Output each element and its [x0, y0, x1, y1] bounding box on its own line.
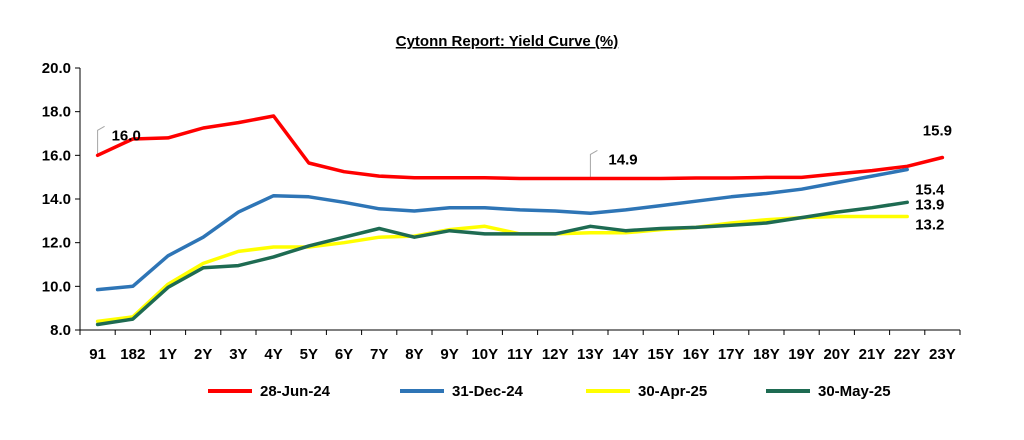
y-tick-label: 20.0: [42, 60, 71, 77]
legend-item-30-may-25: 30-May-25: [766, 383, 891, 400]
x-tick-label: 23Y: [929, 346, 956, 363]
legend-item-31-dec-24: 31-Dec-24: [400, 383, 524, 400]
x-tick-label: 19Y: [788, 346, 815, 363]
data-labels: 16.0 14.9 15.9 15.413.9 13.2: [112, 123, 952, 234]
label-leader-line: [589, 150, 598, 179]
x-tick-label: 11Y: [507, 346, 533, 363]
annotation-leaders: [97, 125, 598, 179]
x-tick-label: 6Y: [335, 346, 353, 363]
x-tick-label: 1Y: [159, 346, 177, 363]
x-tick-label: 20Y: [823, 346, 850, 363]
x-tick-label: 13Y: [577, 346, 604, 363]
data-label-28-jun-24-13y: 14.9: [608, 151, 637, 168]
x-tick-label: 91: [89, 346, 106, 363]
data-label-28-jun-24-23y: 15.9: [923, 123, 952, 140]
x-tick-label: 12Y: [542, 346, 569, 363]
y-tick-label: 16.0: [42, 147, 71, 164]
y-tick-label: 10.0: [42, 278, 71, 295]
series-line-31-dec-24: [95, 167, 909, 292]
x-tick-label: 21Y: [859, 346, 886, 363]
x-tick-label: 5Y: [300, 346, 318, 363]
x-tick-label: 8Y: [405, 346, 423, 363]
x-tick-label: 22Y: [894, 346, 921, 363]
series-lines: [95, 114, 945, 327]
data-label-30-may-25-22y: 13.9: [915, 196, 944, 213]
x-tick-label: 18Y: [753, 346, 780, 363]
series-line-28-jun-24: [95, 114, 945, 181]
series-line-30-may-25: [95, 200, 909, 327]
legend-item-28-jun-24: 28-Jun-24: [208, 383, 331, 400]
y-tick-label: 18.0: [42, 104, 71, 121]
y-tick-label: 14.0: [42, 191, 71, 208]
legend-item-30-apr-25: 30-Apr-25: [586, 383, 707, 400]
legend-label-30-apr-25: 30-Apr-25: [638, 383, 707, 400]
x-tick-label: 16Y: [683, 346, 710, 363]
x-tick-label: 10Y: [471, 346, 498, 363]
y-tick-label: 8.0: [50, 322, 71, 339]
data-label-31-dec-24-22y: 15.4: [915, 182, 945, 199]
chart-axes: 8.0 10.0 12.0 14.0 16.0 18.0 20.0 91 182 1Y 2Y 3Y 4Y…: [42, 60, 961, 363]
x-tick-label: 2Y: [194, 346, 212, 363]
x-tick-label: 14Y: [612, 346, 639, 363]
x-tick-label: 17Y: [718, 346, 745, 363]
legend-label-31-dec-24: 31-Dec-24: [452, 383, 524, 400]
x-tick-label: 4Y: [264, 346, 282, 363]
data-label-28-jun-24-91: 16.0: [112, 127, 141, 144]
legend-label-28-jun-24: 28-Jun-24: [260, 383, 331, 400]
data-label-30-apr-25-22y: 13.2: [915, 216, 944, 233]
x-tick-label: 9Y: [440, 346, 458, 363]
x-tick-label: 182: [120, 346, 145, 363]
x-tick-label: 3Y: [229, 346, 247, 363]
series-line-30-apr-25: [95, 214, 909, 324]
chart-legend: 28-Jun-24 31-Dec-24 30-Apr-25 30-May-25: [208, 383, 891, 400]
y-tick-label: 12.0: [42, 235, 71, 252]
x-tick-label: 7Y: [370, 346, 388, 363]
x-tick-label: 15Y: [647, 346, 674, 363]
chart-title: Cytonn Report: Yield Curve (%): [396, 33, 619, 50]
legend-label-30-may-25: 30-May-25: [818, 383, 891, 400]
label-leader-line: [97, 125, 105, 156]
